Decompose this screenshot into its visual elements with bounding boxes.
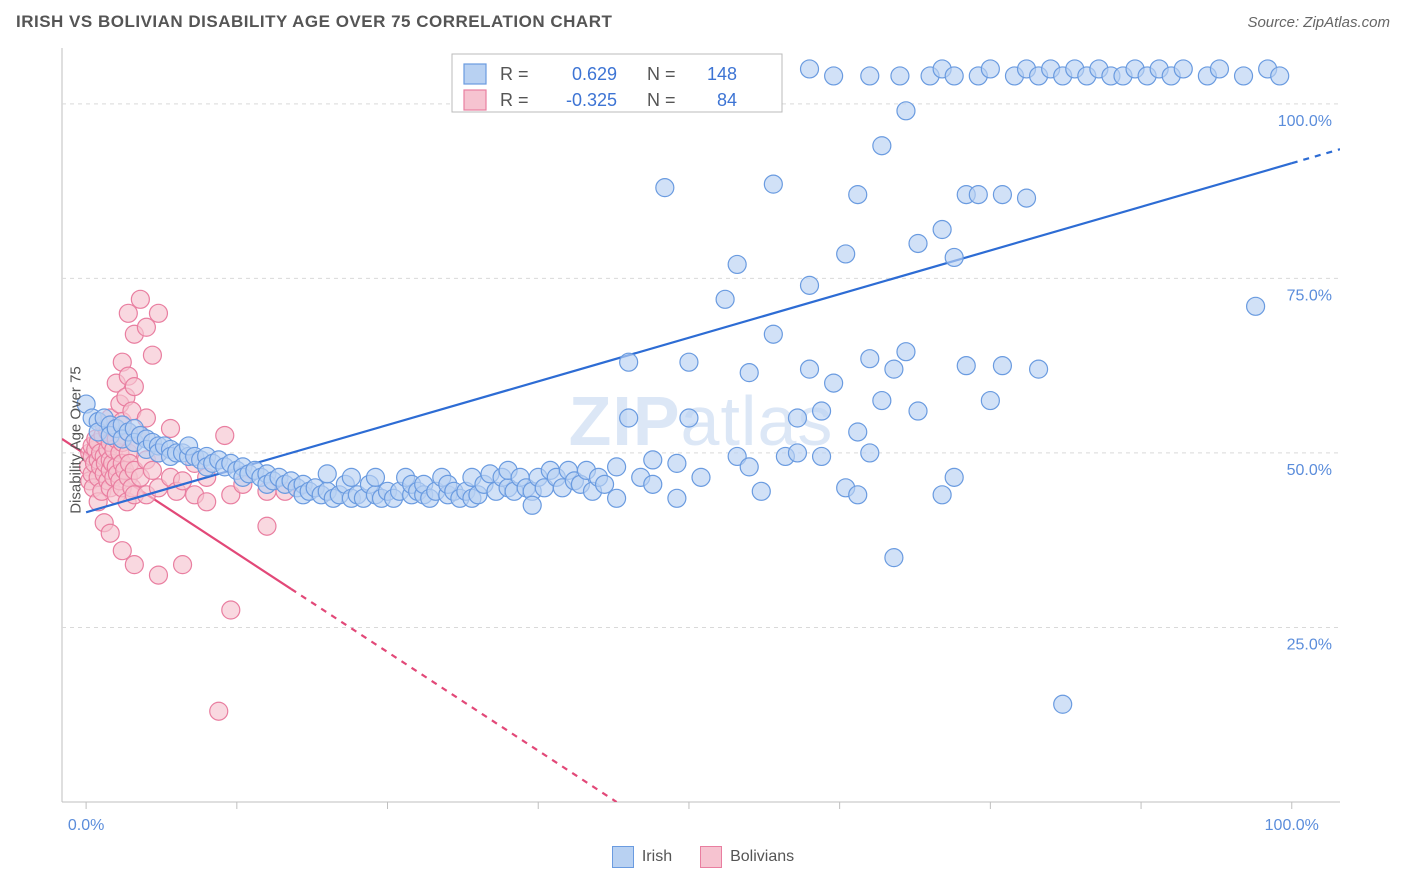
legend-item: Irish: [612, 846, 672, 868]
legend-label: Irish: [642, 848, 672, 866]
svg-text:148: 148: [707, 64, 737, 84]
scatter-chart: 25.0%50.0%75.0%100.0%0.0%100.0%ZIPatlasR…: [12, 40, 1394, 840]
svg-text:100.0%: 100.0%: [1265, 817, 1319, 834]
source-label: Source: ZipAtlas.com: [1247, 14, 1390, 31]
legend-swatch: [700, 846, 722, 868]
legend-bottom: Irish Bolivians: [12, 840, 1394, 868]
legend-item: Bolivians: [700, 846, 794, 868]
y-axis-label: Disability Age Over 75: [67, 366, 84, 514]
svg-text:-0.325: -0.325: [566, 90, 617, 110]
svg-text:75.0%: 75.0%: [1287, 287, 1332, 304]
chart-title: IRISH VS BOLIVIAN DISABILITY AGE OVER 75…: [16, 12, 612, 32]
svg-text:25.0%: 25.0%: [1287, 636, 1332, 653]
svg-text:0.0%: 0.0%: [68, 817, 104, 834]
svg-text:50.0%: 50.0%: [1287, 462, 1332, 479]
svg-text:R =: R =: [500, 64, 529, 84]
svg-text:84: 84: [717, 90, 737, 110]
legend-label: Bolivians: [730, 848, 794, 866]
svg-text:0.629: 0.629: [572, 64, 617, 84]
svg-text:100.0%: 100.0%: [1278, 113, 1332, 130]
chart-container: Disability Age Over 75 25.0% 50.0% 75.0% 10…: [12, 40, 1394, 840]
svg-text:N =: N =: [647, 64, 676, 84]
legend-swatch: [612, 846, 634, 868]
svg-text:N =: N =: [647, 90, 676, 110]
svg-text:R =: R =: [500, 90, 529, 110]
